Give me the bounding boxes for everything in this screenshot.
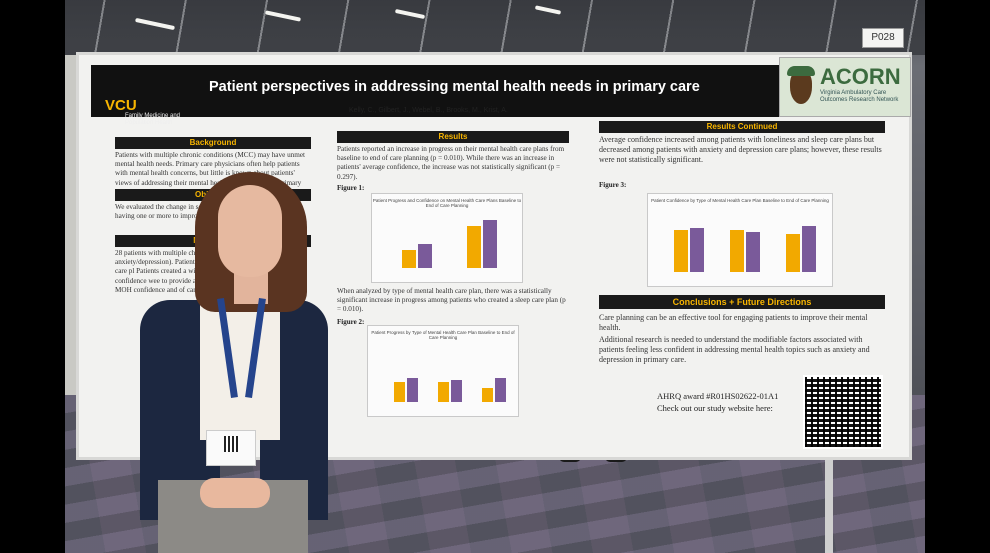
results-text-2: When analyzed by type of mental health c… <box>337 287 566 314</box>
results-text-1: Patients reported an increase in progres… <box>337 145 565 181</box>
poster-stand <box>825 440 833 553</box>
acorn-logo-icon <box>790 70 812 104</box>
section-results: Results <box>337 131 569 143</box>
badge-qr-icon <box>224 436 240 452</box>
chart-bar <box>786 234 800 272</box>
chart-bar <box>407 378 418 402</box>
figure-1-title: Patient Progress and Confidence on Menta… <box>372 198 522 209</box>
section-conclusions: Conclusions + Future Directions <box>599 295 885 309</box>
chart-bar <box>730 230 744 272</box>
chart-bar <box>674 230 688 272</box>
poster-title: Patient perspectives in addressing menta… <box>209 79 700 95</box>
chart-bar <box>495 378 506 402</box>
chart-bar <box>482 388 493 402</box>
chart-bar <box>451 380 462 402</box>
website-line: Check out our study website here: <box>657 403 773 413</box>
person-hands <box>200 478 270 508</box>
award-line: AHRQ award #R01HS02622-01A1 <box>657 391 779 401</box>
acorn-cap-icon <box>787 66 815 76</box>
qr-code-icon[interactable] <box>803 375 883 449</box>
chart-bar <box>394 382 405 402</box>
section-background: Background <box>115 137 311 149</box>
chart-bar <box>746 232 760 272</box>
figure-3-title: Patient Confidence by Type of Mental Hea… <box>651 198 829 203</box>
chart-bar <box>802 226 816 272</box>
name-badge <box>206 430 256 466</box>
figure-3-chart: Patient Confidence by Type of Mental Hea… <box>647 193 833 287</box>
acorn-logo: ACORN Virginia Ambulatory Care Outcomes … <box>779 57 911 117</box>
conclusion-1: Care planning can be an effective tool f… <box>599 313 868 333</box>
figure-3-label: Figure 3: <box>599 181 627 189</box>
chart-bar <box>402 250 416 268</box>
acorn-full-name: Virginia Ambulatory Care Outcomes Resear… <box>820 90 899 103</box>
figure-1-label: Figure 1: <box>337 184 365 192</box>
poster-authors: Kelly, C., Gilbert, J., Webel, B., Brook… <box>349 107 508 114</box>
booth-tag: P028 <box>862 28 904 48</box>
chart-bar <box>418 244 432 268</box>
results-continued-text: Average confidence increased among patie… <box>599 135 882 165</box>
person-face <box>218 185 282 277</box>
chart-bar <box>467 226 481 268</box>
acorn-name: ACORN <box>820 64 901 89</box>
vcu-department: Family Medicine and Population Health <box>125 113 181 126</box>
person-blouse <box>200 300 280 440</box>
ceiling <box>65 0 925 55</box>
chart-bar <box>483 220 497 268</box>
figure-1-chart: Patient Progress and Confidence on Menta… <box>371 193 523 283</box>
conclusion-2: Additional research is needed to underst… <box>599 335 870 365</box>
title-banner <box>91 65 911 117</box>
background-text: Patients with multiple chronic condition… <box>115 151 306 187</box>
section-results-continued: Results Continued <box>599 121 885 133</box>
figure-2-title: Patient Progress by Type of Mental Healt… <box>371 330 515 341</box>
figure-2-label: Figure 2: <box>337 318 365 326</box>
figure-2-chart: Patient Progress by Type of Mental Healt… <box>367 325 519 417</box>
vcu-logo-icon: VCU <box>105 97 137 114</box>
chart-bar <box>438 382 449 402</box>
chart-bar <box>690 228 704 272</box>
